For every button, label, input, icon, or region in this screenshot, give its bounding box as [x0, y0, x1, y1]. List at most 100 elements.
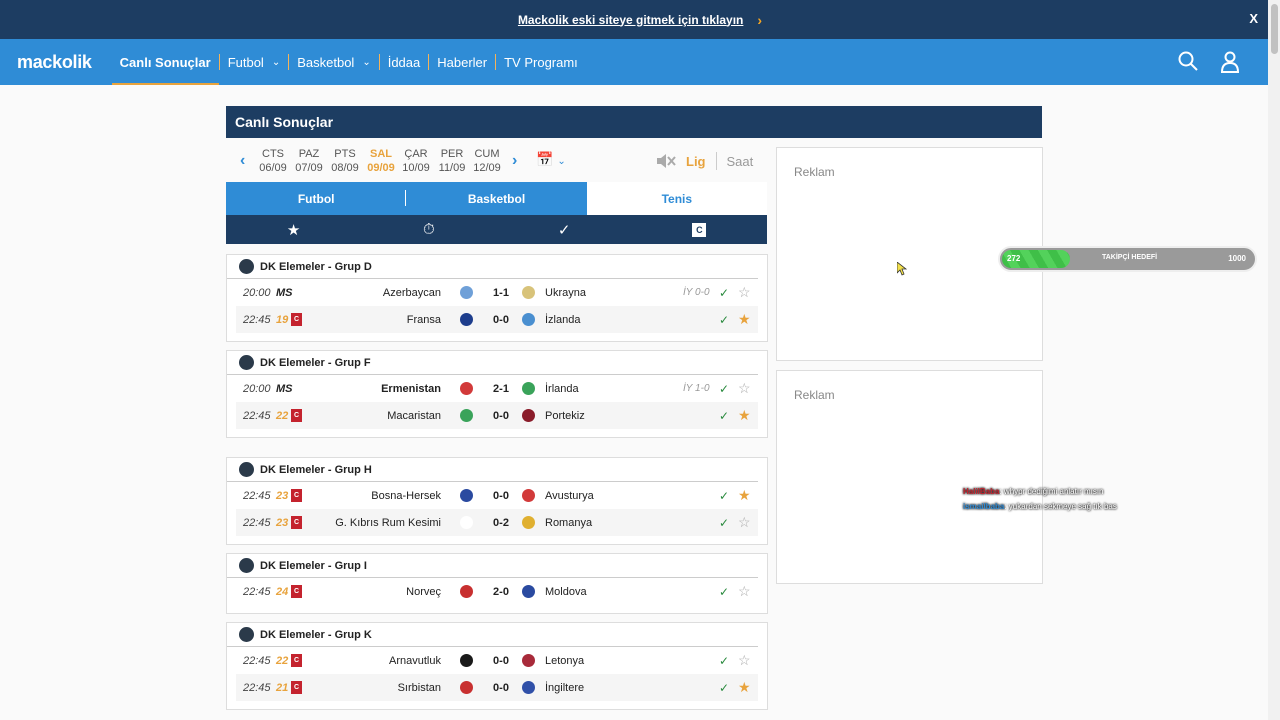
match-score[interactable]: 2-1	[493, 382, 509, 395]
favorite-star-icon[interactable]: ★	[738, 487, 751, 503]
scrollbar[interactable]	[1268, 0, 1280, 720]
filter-bar: ★ ⏱ ✓ C	[226, 215, 767, 244]
search-icon[interactable]	[1178, 51, 1198, 71]
c-badge: C	[291, 585, 302, 598]
match-score[interactable]: 0-0	[493, 489, 509, 502]
match-row[interactable]: 20:00 MS Azerbaycan 1-1 Ukrayna İY 0-0 ✓…	[236, 279, 758, 306]
sort-by-league[interactable]: Lig	[686, 153, 706, 169]
calendar-icon[interactable]: 📅 ⌄	[536, 151, 566, 167]
match-score[interactable]: 0-0	[493, 313, 509, 326]
broadcast-icon[interactable]: ✓	[719, 680, 730, 695]
away-team[interactable]: Ukrayna	[545, 286, 586, 299]
scrollbar-thumb[interactable]	[1271, 4, 1278, 54]
match-score[interactable]: 2-0	[493, 585, 509, 598]
broadcast-icon[interactable]: ✓	[719, 515, 730, 530]
favorite-star-icon[interactable]: ☆	[738, 284, 751, 300]
nav-canli-sonuclar[interactable]: Canlı Sonuçlar	[111, 39, 219, 85]
date-2[interactable]: PTS 08/09	[328, 147, 362, 175]
broadcast-icon[interactable]: ✓	[719, 381, 730, 396]
away-team[interactable]: Moldova	[545, 585, 587, 598]
mute-icon[interactable]	[656, 153, 676, 169]
chevron-right-icon[interactable]: ›	[757, 11, 763, 28]
broadcast-icon[interactable]: ✓	[719, 408, 730, 423]
logo[interactable]: mackolik	[17, 51, 92, 72]
broadcast-icon[interactable]: ✓	[719, 285, 730, 300]
match-row[interactable]: 22:45 21 C Sırbistan 0-0 İngiltere ✓ ★	[236, 674, 758, 701]
old-site-link[interactable]: Mackolik eski siteye gitmek için tıklayı…	[517, 12, 744, 27]
home-team[interactable]: Fransa	[406, 313, 441, 326]
broadcast-icon[interactable]: ✓	[719, 653, 730, 668]
user-icon[interactable]	[1220, 51, 1240, 73]
home-team[interactable]: Sırbistan	[397, 681, 441, 694]
date-6[interactable]: CUM 12/09	[470, 147, 504, 175]
match-row[interactable]: 22:45 22 C Arnavutluk 0-0 Letonya ✓ ☆	[236, 647, 758, 674]
home-team[interactable]: Ermenistan	[381, 382, 441, 395]
match-score[interactable]: 0-0	[493, 654, 509, 667]
home-team[interactable]: Norveç	[406, 585, 441, 598]
c-filter[interactable]: C	[632, 222, 767, 237]
home-team[interactable]: Azerbaycan	[382, 286, 441, 299]
match-score[interactable]: 0-2	[493, 516, 509, 529]
match-row[interactable]: 22:45 23 C Bosna-Hersek 0-0 Avusturya ✓ …	[236, 482, 758, 509]
league-icon	[239, 462, 254, 477]
tab-tenis[interactable]: Tenis	[586, 182, 767, 215]
favorite-star-icon[interactable]: ☆	[738, 652, 751, 668]
league-header[interactable]: DK Elemeler - Grup D	[227, 255, 758, 279]
broadcast-icon[interactable]: ✓	[719, 584, 730, 599]
favorite-star-icon[interactable]: ★	[738, 679, 751, 695]
broadcast-icon[interactable]: ✓	[719, 488, 730, 503]
away-team[interactable]: İrlanda	[545, 382, 579, 395]
home-team[interactable]: Arnavutluk	[389, 654, 441, 667]
match-score[interactable]: 0-0	[493, 409, 509, 422]
home-team[interactable]: G. Kıbrıs Rum Kesimi	[335, 516, 441, 529]
chat-user: HalilBaba	[963, 487, 1000, 496]
favorite-star-icon[interactable]: ★	[738, 311, 751, 327]
close-banner-button[interactable]: X	[1249, 11, 1258, 26]
live-filter[interactable]: ⏱	[361, 221, 496, 238]
tv-filter[interactable]: ✓	[497, 221, 632, 239]
match-row[interactable]: 22:45 23 C G. Kıbrıs Rum Kesimi 0-2 Roma…	[236, 509, 758, 536]
stopwatch-icon: ⏱	[423, 221, 435, 238]
away-team[interactable]: İngiltere	[545, 681, 585, 694]
c-badge: C	[291, 313, 302, 326]
broadcast-icon[interactable]: ✓	[719, 312, 730, 327]
favorite-star-icon[interactable]: ★	[738, 407, 751, 423]
nav-haberler[interactable]: Haberler	[437, 54, 488, 70]
match-row[interactable]: 22:45 22 C Macaristan 0-0 Portekiz ✓ ★	[236, 402, 758, 429]
chevron-right-icon[interactable]: ›	[512, 152, 518, 169]
league-header[interactable]: DK Elemeler - Grup K	[227, 623, 758, 647]
home-team[interactable]: Bosna-Hersek	[371, 489, 441, 502]
date-0[interactable]: CTS 06/09	[256, 147, 290, 175]
date-5[interactable]: PER 11/09	[435, 147, 469, 175]
match-row[interactable]: 22:45 19 C Fransa 0-0 İzlanda ✓ ★	[236, 306, 758, 333]
away-team[interactable]: Portekiz	[545, 409, 585, 422]
favorite-star-icon[interactable]: ☆	[738, 380, 751, 396]
away-team[interactable]: Letonya	[545, 654, 585, 667]
match-row[interactable]: 22:45 24 C Norveç 2-0 Moldova ✓ ☆	[236, 578, 758, 605]
nav-tv-programi[interactable]: TV Programı	[504, 54, 578, 70]
match-score[interactable]: 0-0	[493, 681, 509, 694]
date-3-selected[interactable]: SAL 09/09	[364, 147, 398, 175]
date-1[interactable]: PAZ 07/09	[292, 147, 326, 175]
tab-futbol[interactable]: Futbol	[226, 182, 407, 215]
nav-iddaa[interactable]: İddaa	[387, 54, 421, 70]
favorite-star-icon[interactable]: ☆	[738, 514, 751, 530]
sort-by-time[interactable]: Saat	[726, 153, 754, 169]
favorite-star-icon[interactable]: ☆	[738, 583, 751, 599]
match-score[interactable]: 1-1	[493, 286, 509, 299]
away-team[interactable]: Romanya	[545, 516, 593, 529]
league-header[interactable]: DK Elemeler - Grup I	[227, 554, 758, 578]
tab-basketbol[interactable]: Basketbol	[406, 182, 587, 215]
goal-current: 272	[1007, 254, 1021, 263]
date-4[interactable]: ÇAR 10/09	[399, 147, 433, 175]
nav-basketbol[interactable]: Basketbol ⌄	[289, 39, 378, 85]
league-header[interactable]: DK Elemeler - Grup H	[227, 458, 758, 482]
favorites-filter[interactable]: ★	[226, 221, 361, 239]
home-team[interactable]: Macaristan	[387, 409, 441, 422]
nav-futbol[interactable]: Futbol ⌄	[220, 39, 289, 85]
away-team[interactable]: Avusturya	[545, 489, 594, 502]
match-row[interactable]: 20:00 MS Ermenistan 2-1 İrlanda İY 1-0 ✓…	[236, 375, 758, 402]
league-header[interactable]: DK Elemeler - Grup F	[227, 351, 758, 375]
chevron-left-icon[interactable]: ‹	[240, 152, 246, 169]
away-team[interactable]: İzlanda	[545, 313, 581, 326]
